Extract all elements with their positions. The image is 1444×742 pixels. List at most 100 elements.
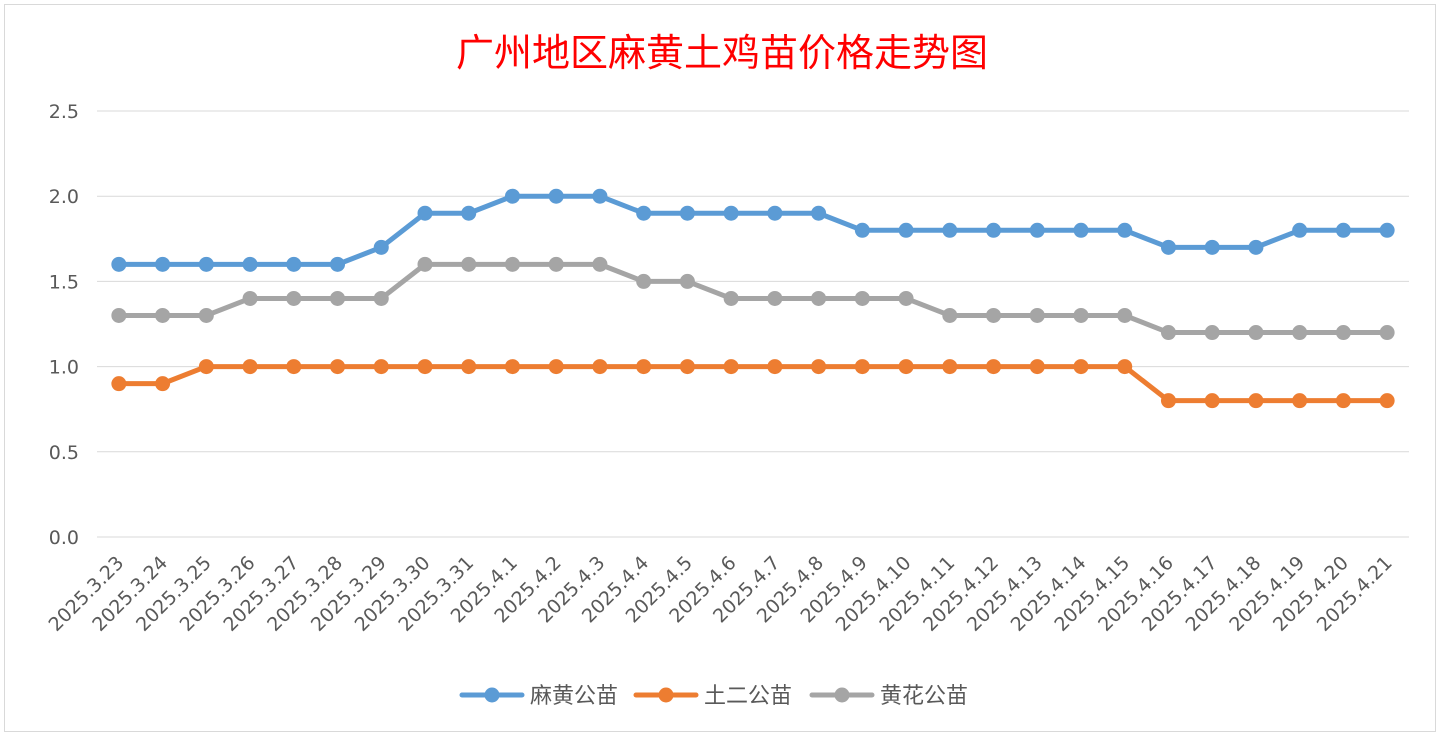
data-point <box>986 222 1002 238</box>
y-tick-label: 1.0 <box>49 357 79 379</box>
data-point <box>811 205 827 221</box>
y-tick-label: 2.5 <box>49 101 79 123</box>
data-point <box>898 222 914 238</box>
data-point <box>1292 325 1308 341</box>
data-point <box>155 256 171 272</box>
data-point <box>1029 222 1045 238</box>
data-point <box>1160 325 1176 341</box>
data-point <box>1204 393 1220 409</box>
data-point <box>986 359 1002 375</box>
legend-swatch-marker <box>834 687 850 703</box>
legend-item: 黄花公苗 <box>809 684 968 709</box>
series-line <box>116 193 1390 267</box>
data-point <box>1292 222 1308 238</box>
data-point <box>723 359 739 375</box>
legend: 麻黄公苗 土二公苗 黄花公苗 <box>459 684 968 709</box>
data-point <box>1204 325 1220 341</box>
data-point <box>330 256 346 272</box>
data-point <box>723 205 739 221</box>
data-point <box>548 256 564 272</box>
data-point <box>1029 307 1045 323</box>
data-point <box>1335 222 1351 238</box>
x-axis-ticks: 2025.3.232025.3.242025.3.252025.3.262025… <box>44 552 1396 636</box>
chart-title: 广州地区麻黄土鸡苗价格走势图 <box>455 31 988 75</box>
data-point <box>986 307 1002 323</box>
data-point <box>679 273 695 289</box>
data-point <box>854 222 870 238</box>
data-point <box>942 359 958 375</box>
data-point <box>286 256 302 272</box>
data-point <box>242 256 258 272</box>
data-point <box>1117 307 1133 323</box>
series-line <box>116 261 1390 336</box>
data-point <box>811 290 827 306</box>
data-point <box>286 290 302 306</box>
data-point <box>679 359 695 375</box>
data-point <box>417 359 433 375</box>
legend-item: 土二公苗 <box>633 684 792 709</box>
data-point <box>1248 325 1264 341</box>
data-point <box>1029 359 1045 375</box>
legend-label: 黄花公苗 <box>880 684 968 709</box>
data-point <box>155 307 171 323</box>
data-point <box>461 256 477 272</box>
data-point <box>592 359 608 375</box>
data-point <box>373 359 389 375</box>
data-point <box>242 359 258 375</box>
data-point <box>1248 393 1264 409</box>
data-point <box>1117 222 1133 238</box>
legend-label: 土二公苗 <box>704 684 792 709</box>
legend-item: 麻黄公苗 <box>459 684 618 709</box>
data-point <box>1073 222 1089 238</box>
data-point <box>811 359 827 375</box>
data-point <box>767 290 783 306</box>
data-point <box>1335 325 1351 341</box>
data-point <box>111 376 127 392</box>
data-point <box>1073 307 1089 323</box>
series-3 <box>111 256 1395 341</box>
y-tick-label: 2.0 <box>49 186 79 208</box>
data-point <box>854 359 870 375</box>
data-point <box>548 359 564 375</box>
data-point <box>330 290 346 306</box>
data-point <box>504 359 520 375</box>
data-point <box>898 359 914 375</box>
y-axis-ticks: 0.0 0.5 1.0 1.5 2.0 2.5 <box>49 101 79 549</box>
data-point <box>1073 359 1089 375</box>
data-point <box>417 205 433 221</box>
legend-swatch-marker <box>484 687 500 703</box>
data-point <box>1160 239 1176 255</box>
data-point <box>417 256 433 272</box>
data-point <box>198 307 214 323</box>
legend-swatch-marker <box>658 687 674 703</box>
data-point <box>767 205 783 221</box>
data-point <box>111 256 127 272</box>
data-point <box>1335 393 1351 409</box>
data-point <box>504 188 520 204</box>
data-point <box>155 376 171 392</box>
data-point <box>1248 239 1264 255</box>
data-point <box>1379 393 1395 409</box>
data-point <box>242 290 258 306</box>
data-point <box>461 205 477 221</box>
data-point <box>723 290 739 306</box>
series-2 <box>111 359 1395 409</box>
y-tick-label: 0.5 <box>49 442 79 464</box>
data-point <box>373 239 389 255</box>
data-point <box>330 359 346 375</box>
data-point <box>461 359 477 375</box>
data-point <box>198 256 214 272</box>
grid-lines <box>97 110 1409 538</box>
data-point <box>1160 393 1176 409</box>
data-point <box>942 222 958 238</box>
data-point <box>592 188 608 204</box>
data-point <box>898 290 914 306</box>
data-point <box>548 188 564 204</box>
data-point <box>679 205 695 221</box>
data-point <box>636 205 652 221</box>
y-tick-label: 0.0 <box>49 527 79 549</box>
data-point <box>854 290 870 306</box>
data-point <box>1117 359 1133 375</box>
series-lines <box>111 188 1395 409</box>
